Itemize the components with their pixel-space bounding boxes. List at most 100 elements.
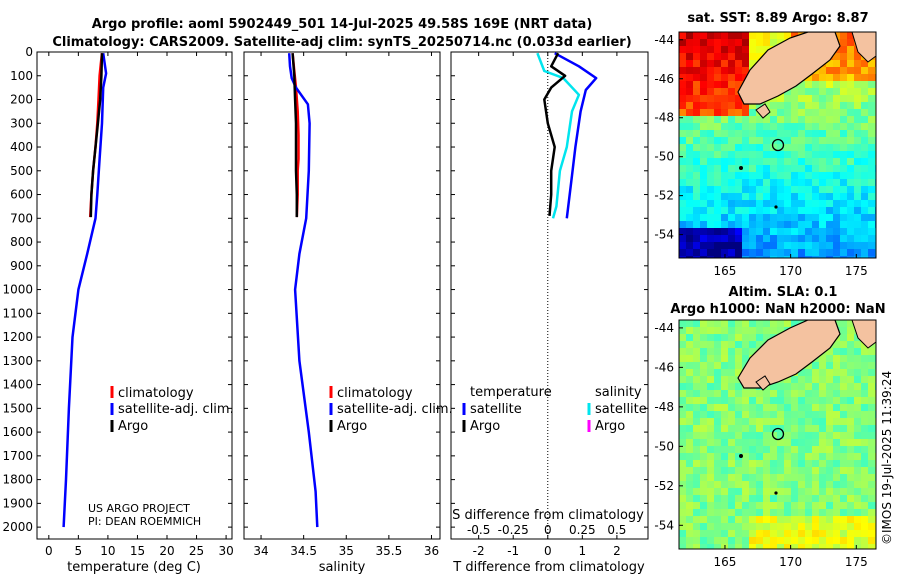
map-cell	[868, 474, 876, 482]
map-cell	[854, 228, 862, 236]
map-cell	[777, 130, 785, 138]
map-cell	[854, 390, 862, 398]
map-cell	[707, 193, 715, 201]
map-cell	[749, 39, 757, 47]
map-cell	[763, 186, 771, 194]
map-cell	[826, 102, 834, 110]
map-cell	[805, 235, 813, 243]
map-cell	[756, 102, 764, 110]
map-cell	[826, 256, 834, 258]
map-cell	[721, 95, 729, 103]
map-cell	[833, 432, 841, 440]
map-cell	[756, 418, 764, 426]
map-cell	[798, 523, 806, 531]
map-cell	[693, 165, 701, 173]
map-cell	[833, 67, 841, 75]
map-cell	[742, 165, 750, 173]
map-cell	[819, 488, 827, 496]
map-cell	[833, 495, 841, 503]
map-cell	[770, 249, 778, 257]
map-cell	[756, 228, 764, 236]
map-cell	[868, 144, 876, 152]
map-cell	[791, 32, 799, 40]
map-cell	[812, 81, 820, 89]
map-cell	[756, 123, 764, 131]
map-cell	[721, 537, 729, 545]
map-cell	[749, 411, 757, 419]
map-cell	[868, 369, 876, 377]
x-tick-label: 165	[714, 264, 737, 278]
map-cell	[819, 537, 827, 545]
map-cell	[728, 151, 736, 159]
map-cell	[721, 495, 729, 503]
map-cell	[721, 221, 729, 229]
map-cell	[714, 369, 722, 377]
map-cell	[819, 242, 827, 250]
map-cell	[679, 207, 687, 215]
map-cell	[763, 102, 771, 110]
map-cell	[735, 242, 743, 250]
map-cell	[714, 39, 722, 47]
map-cell	[693, 488, 701, 496]
map-cell	[742, 221, 750, 229]
map-cell	[700, 32, 708, 40]
map-cell	[714, 95, 722, 103]
map-cell	[833, 453, 841, 461]
map-cell	[749, 116, 757, 124]
map-cell	[812, 516, 820, 524]
map-cell	[756, 495, 764, 503]
map-cell	[742, 523, 750, 531]
map-cell	[784, 109, 792, 117]
map-cell	[847, 67, 855, 75]
map-cell	[798, 207, 806, 215]
map-cell	[728, 67, 736, 75]
map-cell	[742, 109, 750, 117]
map-cell	[847, 228, 855, 236]
map-cell	[833, 460, 841, 468]
map-cell	[861, 488, 869, 496]
map-cell	[728, 474, 736, 482]
map-cell	[847, 523, 855, 531]
map-cell	[791, 397, 799, 405]
map-cell	[847, 362, 855, 370]
map-cell	[735, 453, 743, 461]
y-tick-label: -46	[654, 360, 674, 374]
map-cell	[742, 348, 750, 356]
map-cell	[700, 109, 708, 117]
map-cell	[679, 348, 687, 356]
map-cell	[812, 179, 820, 187]
map-cell	[686, 495, 694, 503]
map-cell	[826, 425, 834, 433]
map-cell	[707, 214, 715, 222]
map-cell	[847, 256, 855, 258]
map-cell	[784, 249, 792, 257]
map-cell	[742, 67, 750, 75]
map-cell	[735, 151, 743, 159]
map-cell	[735, 123, 743, 131]
map-cell	[679, 453, 687, 461]
map-cell	[686, 151, 694, 159]
map-cell	[735, 320, 743, 328]
sla-map-image	[679, 320, 876, 549]
map-cell	[700, 439, 708, 447]
map-cell	[805, 137, 813, 145]
map-cell	[686, 67, 694, 75]
y-tick-label: -50	[654, 439, 674, 453]
map-cell	[826, 214, 834, 222]
map-cell	[686, 193, 694, 201]
map-cell	[840, 179, 848, 187]
map-cell	[819, 256, 827, 258]
map-cell	[763, 390, 771, 398]
map-cell	[742, 453, 750, 461]
map-cell	[742, 516, 750, 524]
figure-title-line2: Climatology: CARS2009. Satellite-adj cli…	[52, 35, 631, 50]
map-cell	[735, 39, 743, 47]
map-cell	[812, 397, 820, 405]
map-cell	[707, 327, 715, 335]
map-cell	[854, 362, 862, 370]
map-cell	[805, 516, 813, 524]
map-cell	[854, 165, 862, 173]
map-cell	[679, 144, 687, 152]
map-cell	[854, 502, 862, 510]
